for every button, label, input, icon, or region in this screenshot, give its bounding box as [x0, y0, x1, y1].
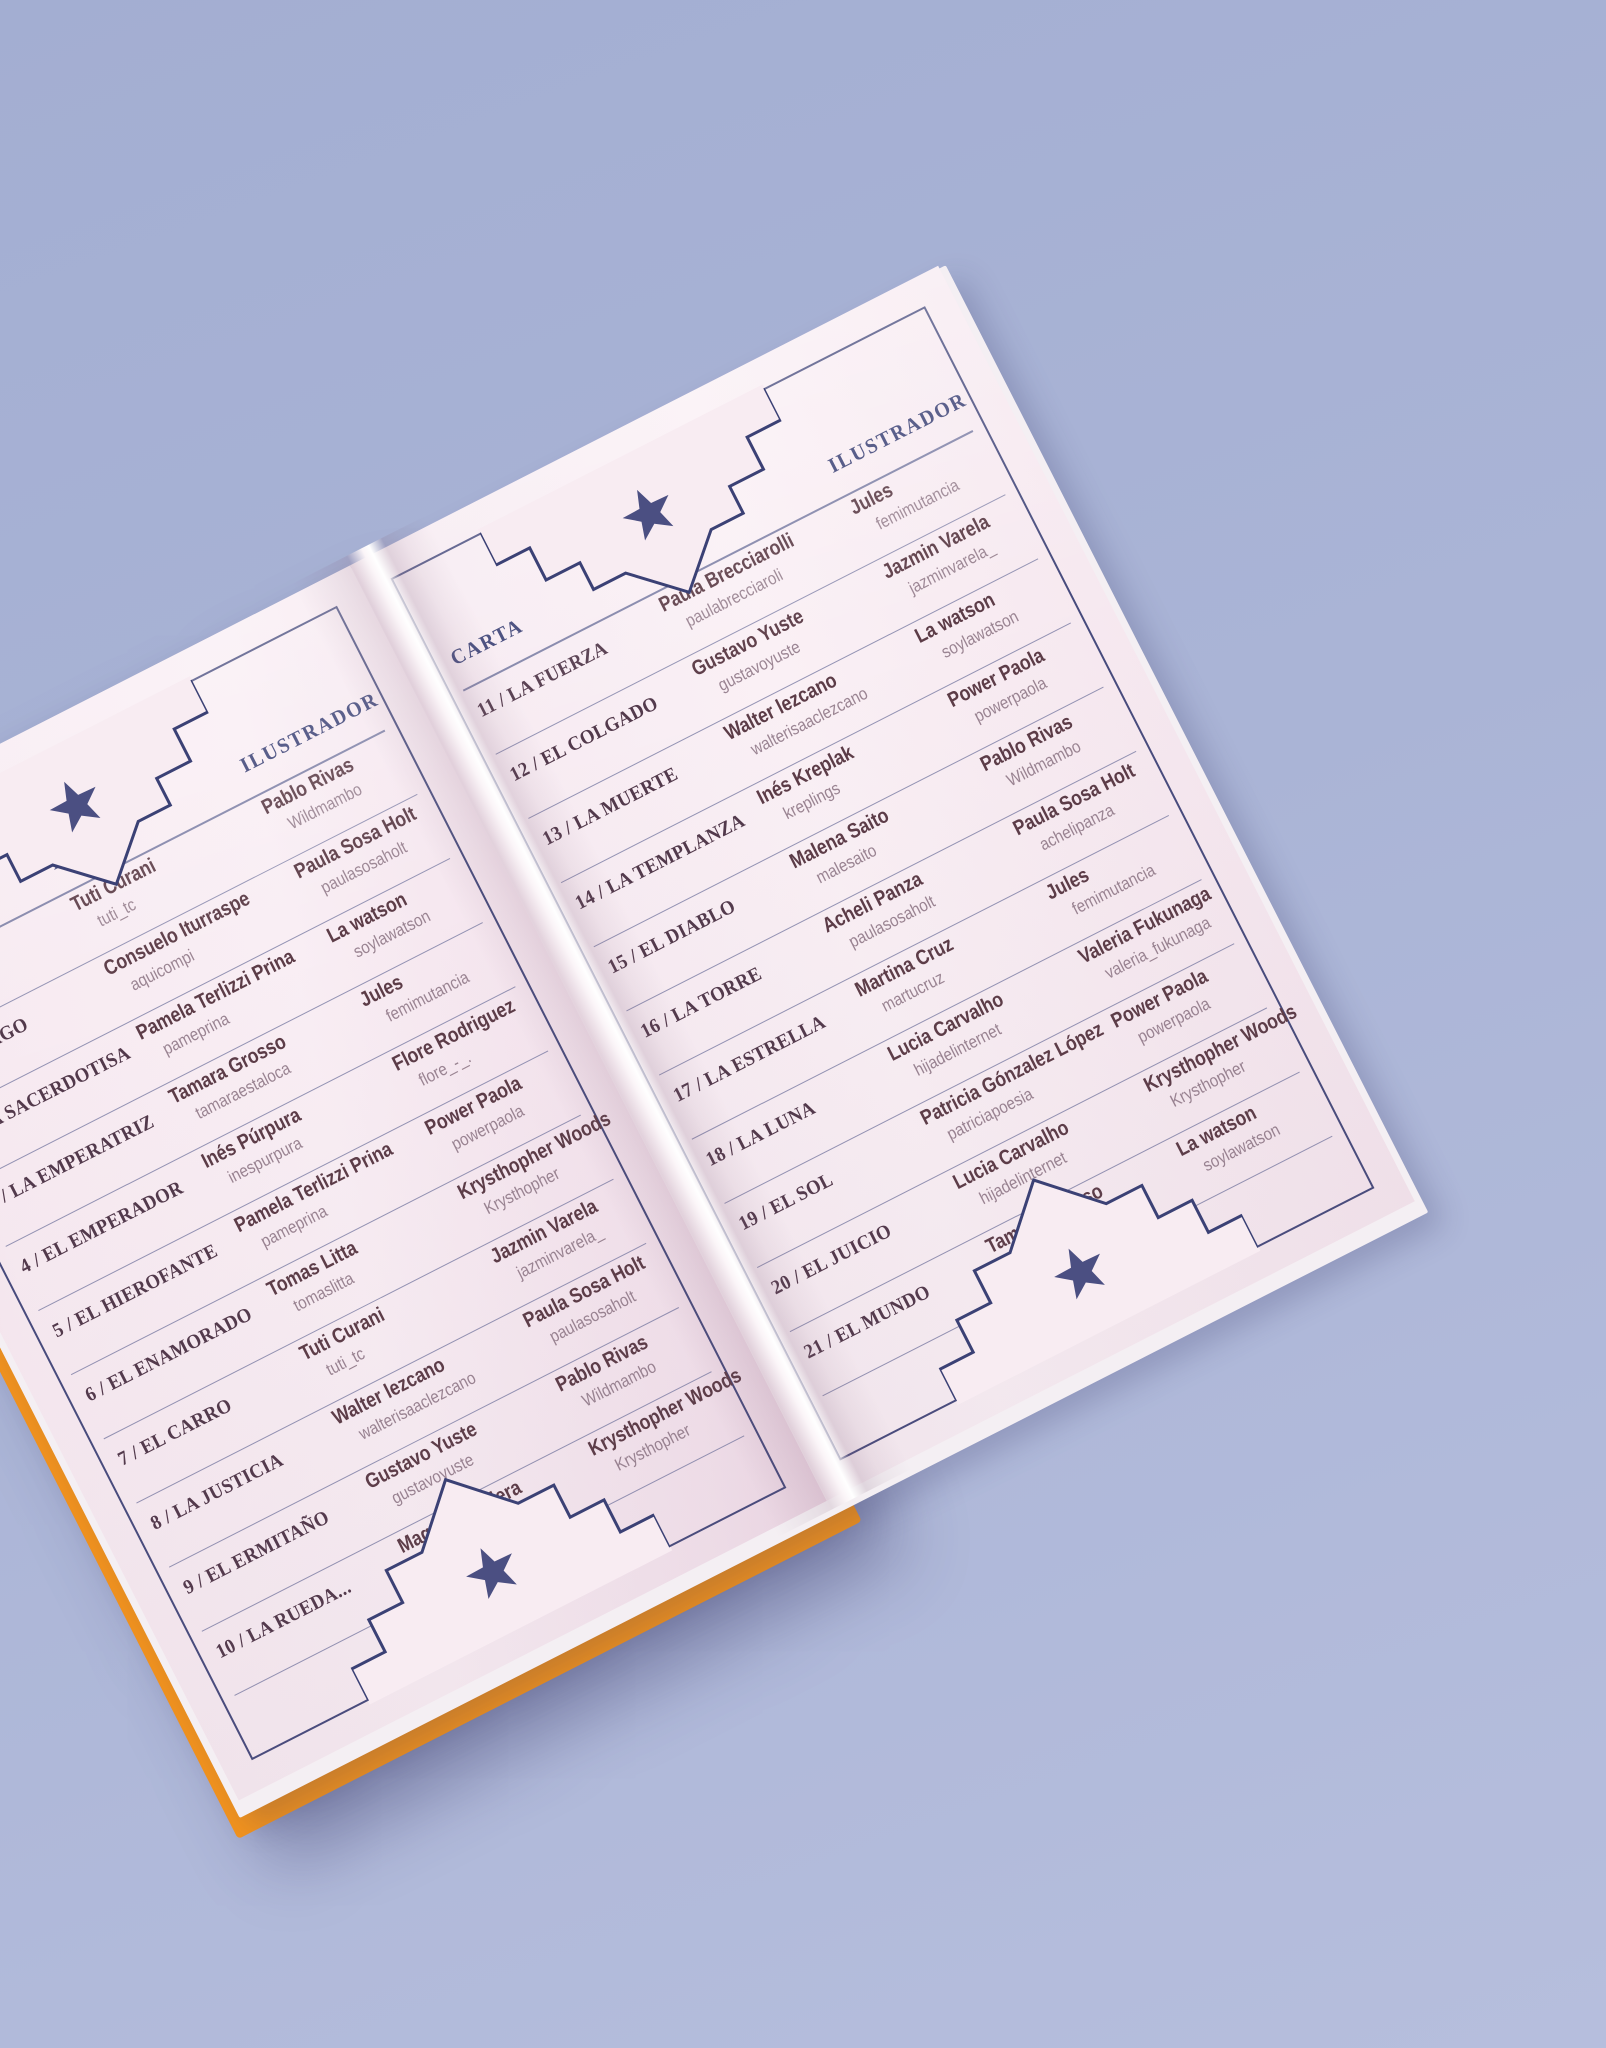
star-icon — [49, 781, 101, 833]
sunburst-decoration — [937, 1178, 1261, 1406]
star-icon — [1054, 1248, 1105, 1300]
star-icon — [622, 489, 674, 541]
open-book: CARTA POETA ILUSTRADOR Tuti Curanituti_t… — [0, 265, 1429, 1840]
sunburst-decoration — [0, 676, 211, 887]
star-icon — [466, 1548, 517, 1599]
